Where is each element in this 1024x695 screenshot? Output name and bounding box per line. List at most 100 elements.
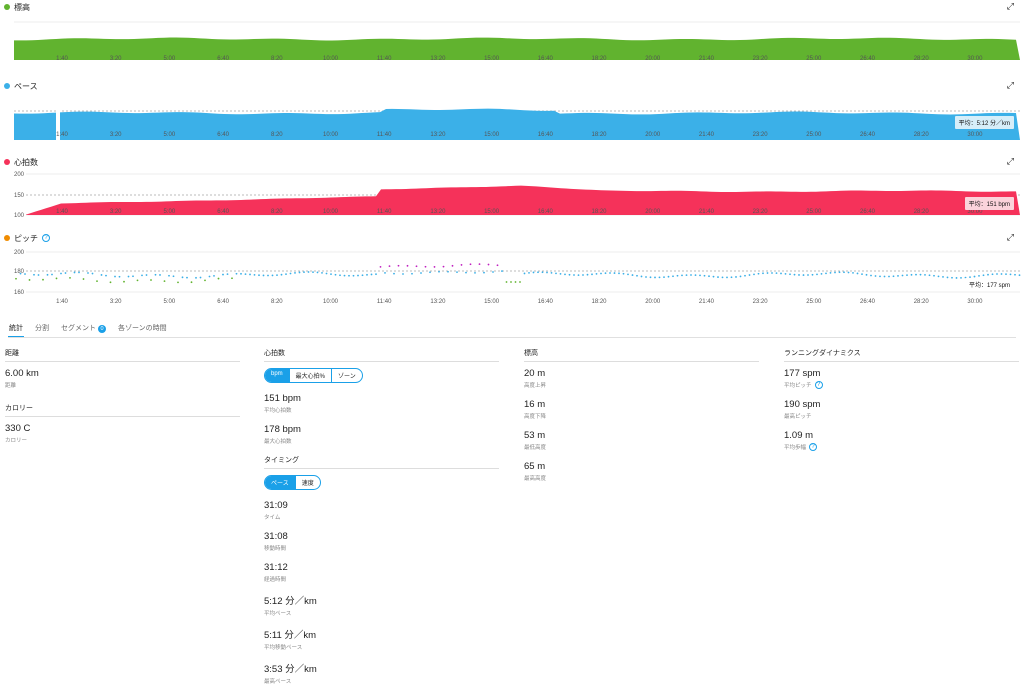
running-dynamics-label: 平均歩幅?	[784, 443, 1019, 451]
pace-plot[interactable]: 1:40 3:20 5:00 6:40 8:20 10:00 11:40 13:20 15:00…	[0, 94, 1024, 154]
cadence-point	[748, 274, 751, 276]
cadence-point	[564, 273, 566, 276]
pace-chart: ペース ⤢ 1:40 3:20 5:00 6:40 8:20 10:00 11:40 13:2…	[0, 80, 1024, 150]
cadence-point	[762, 272, 764, 275]
tab-segments[interactable]: セグメント 0	[60, 320, 107, 336]
cadence-point	[645, 276, 647, 278]
time-tick-label: 6:40	[217, 132, 229, 138]
cadence-point	[550, 271, 553, 274]
heart-rate-plot[interactable]: 200 150 100 1:40 3:20 5:00 6:40 8:20 10:00 11:40 1…	[0, 168, 1024, 218]
expand-icon[interactable]: ⤢	[1006, 232, 1014, 242]
cadence-point	[672, 275, 674, 278]
cadence-point	[285, 273, 287, 276]
help-icon[interactable]: ?	[814, 381, 823, 389]
cadence-point	[298, 271, 301, 274]
cadence-point	[775, 272, 778, 275]
time-tick-label: 21:40	[699, 132, 715, 138]
cadence-point	[577, 274, 580, 276]
cadence-point	[1000, 273, 1003, 275]
hr-axis-label: 100	[14, 213, 25, 218]
time-tick-label: 1:40	[56, 56, 68, 62]
help-icon[interactable]: ?	[42, 234, 50, 242]
timing-stat: 5:12 分／km 平均ペース	[264, 593, 499, 617]
cadence-point	[987, 273, 989, 276]
elevation-area	[14, 37, 1020, 60]
cadence-point	[739, 275, 742, 278]
cadence-point	[640, 275, 643, 278]
time-tick-label: 28:20	[914, 209, 930, 215]
tab-zones[interactable]: 各ゾーンの時間	[118, 325, 167, 332]
pace-dot-icon	[4, 83, 10, 89]
cadence-point	[258, 274, 260, 277]
timing-label-text: 経過時間	[264, 577, 287, 583]
cadence-point	[37, 274, 40, 276]
expand-icon[interactable]: ⤢	[1006, 1, 1014, 11]
hr-chart-title: 心拍数	[14, 157, 38, 167]
tab-splits[interactable]: 分割	[35, 325, 49, 332]
time-tick-label: 16:40	[538, 299, 554, 305]
cadence-point	[910, 273, 913, 276]
time-tick-label: 11:40	[377, 209, 392, 215]
hr-chart-header: 心拍数	[4, 156, 38, 168]
time-tick-label: 20:00	[645, 299, 661, 305]
help-icon[interactable]: ?	[809, 443, 818, 451]
cadence-point	[996, 273, 998, 275]
heart-rate-section-title: 心拍数	[264, 348, 499, 362]
calories-stat: 330 C カロリー	[5, 423, 240, 444]
cadence-point	[132, 275, 134, 278]
cadence-plot[interactable]: 200 180 160 1:40 3:20 5:00 6:40 8:20 10:00 11:40 1…	[0, 246, 1024, 308]
cadence-point	[19, 272, 22, 275]
expand-icon[interactable]: ⤢	[1006, 156, 1014, 166]
elevation-plot[interactable]: 1:40 3:20 5:00 6:40 8:20 10:00 11:40 13:20 15:00…	[0, 14, 1024, 70]
cadence-point	[55, 277, 58, 280]
cadence-point	[195, 276, 197, 279]
cadence-point	[861, 273, 863, 276]
cadence-point	[514, 281, 517, 283]
cadence-point	[1014, 273, 1016, 276]
time-tick-label: 15:00	[484, 56, 500, 62]
cadence-point	[226, 273, 229, 276]
cadence-point	[793, 273, 796, 276]
cadence-point	[123, 280, 125, 283]
tab-stats[interactable]: 統計	[8, 320, 24, 337]
toggle-max-hr-percent[interactable]: 最大心拍%	[288, 369, 331, 382]
timing-stat: 5:11 分／km 平均移動ペース	[264, 627, 499, 651]
cadence-point	[663, 276, 665, 279]
running-dynamics-label: 最高ピッチ	[784, 412, 1019, 420]
cadence-point	[406, 264, 409, 267]
elevation-chart-header: 標高	[4, 1, 30, 13]
toggle-zones[interactable]: ゾーン	[331, 369, 362, 382]
toggle-bpm[interactable]: bpm	[265, 369, 289, 382]
cadence-point	[325, 272, 328, 275]
cadence-point	[361, 274, 364, 277]
cadence-point	[730, 276, 733, 279]
timing-label-text: 最高ペース	[264, 679, 292, 685]
time-tick-label: 16:40	[538, 209, 554, 215]
tab-segments-label: セグメント	[61, 325, 96, 332]
running-dynamics-stat: 1.09 m 平均歩幅?	[784, 430, 1019, 451]
cadence-point	[159, 274, 161, 276]
toggle-speed[interactable]: 速度	[294, 476, 320, 489]
cadence-point	[379, 265, 382, 268]
cadence-point	[460, 264, 463, 266]
toggle-pace[interactable]: ペース	[265, 476, 295, 489]
cadence-point	[559, 272, 562, 275]
cadence-point	[339, 274, 341, 277]
cadence-point	[87, 272, 89, 274]
cadence-point	[973, 275, 976, 278]
time-tick-label: 11:40	[377, 299, 392, 305]
elevation-label: 高度下降	[524, 412, 759, 420]
cadence-point	[411, 272, 413, 275]
expand-icon[interactable]: ⤢	[1006, 80, 1014, 90]
cadence-point	[528, 271, 530, 274]
time-tick-label: 26:40	[860, 299, 876, 305]
cadence-point	[685, 274, 688, 276]
cadence-point	[370, 273, 373, 276]
time-tick-label: 3:20	[110, 132, 122, 138]
cadence-point	[780, 272, 782, 275]
time-tick-label: 23:20	[753, 299, 769, 305]
time-tick-label: 10:00	[323, 132, 339, 138]
time-tick-label: 1:40	[56, 132, 68, 138]
cadence-point	[280, 273, 283, 276]
timing-unit-toggle: ペース 速度	[264, 475, 321, 490]
